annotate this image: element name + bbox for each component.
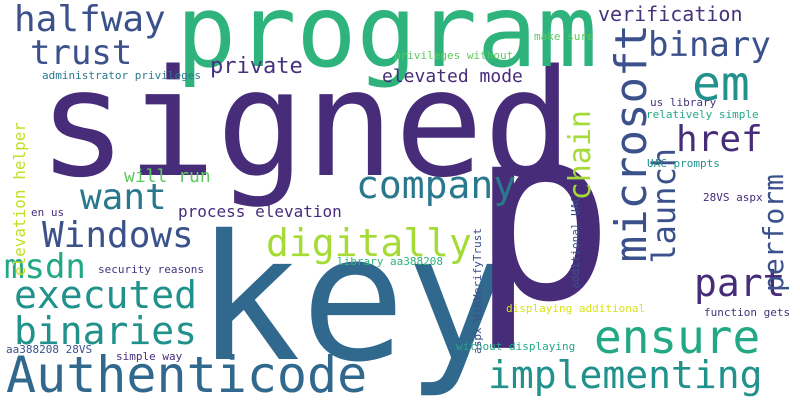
word-displaying-additional: displaying additional (506, 302, 646, 315)
word-relatively-simple: relatively simple (646, 108, 759, 121)
word-without-displaying: without displaying (456, 340, 576, 353)
word-security-reasons: security reasons (98, 263, 204, 276)
word-perform: perform (757, 174, 790, 293)
word-elevated-mode: elevated mode (382, 66, 523, 87)
word-part: part (694, 261, 786, 305)
word-msdn: msdn (4, 247, 86, 287)
word-signed: signed (38, 38, 573, 210)
word-us-library: us library (650, 96, 717, 109)
word-want: want (80, 177, 167, 218)
word-verification: verification (598, 2, 743, 26)
word-will-run: will run (124, 166, 211, 187)
word-ensure: ensure (594, 310, 761, 364)
word-aa388208-28vs: aa388208 28VS (6, 343, 93, 356)
word-implementing: implementing (488, 353, 763, 397)
word-aspx-winverifytrust: aspx WinVerifyTrust (471, 228, 484, 354)
word-private: private (210, 54, 303, 79)
word-windows: Windows (42, 215, 194, 256)
word-simple-way: simple way (116, 350, 183, 363)
word-executed: executed (14, 273, 198, 317)
word-chain: chain (563, 110, 598, 201)
word-library-aa388208: library aa388208 (337, 255, 443, 268)
word-en-us: en us (31, 206, 65, 219)
word-process-elevation: process elevation (178, 202, 342, 221)
word-function-gets: function gets (704, 306, 791, 319)
word-binaries: binaries (14, 309, 198, 353)
word-make-sure: make sure (534, 30, 594, 43)
word-binary: binary (648, 25, 771, 65)
word-28vs-aspx: 28VS aspx (703, 191, 763, 204)
word-trust: trust (30, 33, 133, 73)
word-uac-prompts: UAC prompts (647, 157, 720, 170)
word-em: em (692, 56, 750, 112)
word-elevation-helper: elevation helper (10, 122, 29, 277)
word-key: key (196, 198, 511, 400)
word-privileges-without: privileges without (394, 49, 514, 62)
word-authenticode: Authenticode (6, 346, 368, 400)
word-href: href (676, 119, 763, 160)
word-p: p (470, 75, 615, 355)
word-program: program (176, 0, 598, 90)
word-additional-uac: additional UAC (569, 196, 582, 289)
word-company: company (356, 163, 517, 207)
word-halfway: halfway (14, 0, 166, 40)
word-administrator-privileges: administrator privileges (42, 69, 201, 82)
word-digitally: digitally (266, 221, 472, 265)
